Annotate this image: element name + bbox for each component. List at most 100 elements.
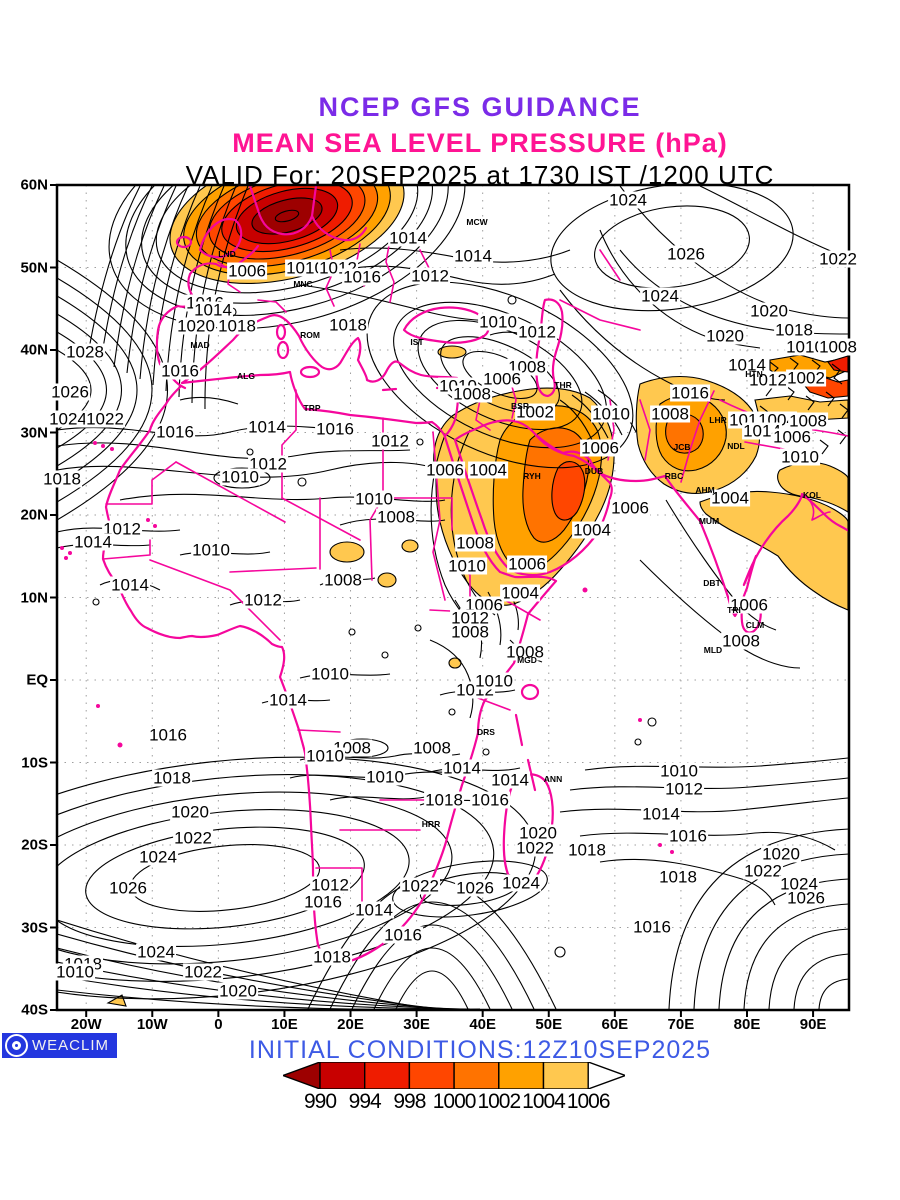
contour-label: 1028 [65,342,105,362]
lon-tick-label: 50E [535,1016,563,1033]
contour-label: 1008 [323,570,363,590]
contour-label: 1026 [50,382,90,402]
contour-label: 1014 [247,417,287,437]
colorbar-tick-label: 1002 [477,1090,521,1113]
contour-label: 1018 [217,316,257,336]
contour-label: 1012 [310,875,350,895]
contour-label: 1026 [108,878,148,898]
contour-label: 1020 [705,326,745,346]
contour-label: 1020 [170,802,210,822]
contour-label: 1012 [664,779,704,799]
city-label: AHM [695,484,715,495]
page-title: NCEP GFS GUIDANCE [318,92,642,122]
lat-tick-label: 10S [21,754,48,771]
contour-label: 1020 [749,301,789,321]
contour-label: 1006 [482,369,522,389]
city-label: ALG [237,370,255,381]
contour-label: 1010 [478,312,518,332]
contour-label: 1006 [464,595,504,615]
lat-tick-label: EQ [26,671,48,689]
city-label: JCB [673,441,691,452]
colorbar-tick-label: 1000 [432,1090,477,1113]
contour-label: 1004 [468,460,508,480]
city-label: DUB [584,465,604,476]
contour-label: 1008 [505,642,545,662]
contour-label: 1014 [490,770,530,790]
city-label: IST [410,336,424,347]
contour-label: 1014 [742,421,782,441]
lon-tick-label: 80E [733,1016,761,1033]
city-label: LND [218,248,236,259]
city-label: ROM [300,329,320,340]
contour-label: 1014 [727,355,767,375]
contour-label: 1012 [450,608,490,628]
contour-label: 1018 [152,768,192,788]
city-label: BSR [511,400,529,411]
contour-label: 1012 [410,266,450,286]
contour-label: 1008 [376,507,416,527]
contour-label: 1012 [243,590,283,610]
city-label: HTN [745,368,763,379]
contour-label: 1016 [668,826,708,846]
contour-label: 1006 [580,438,620,458]
contour-label: 1012 [102,519,142,539]
lat-tick-label: 60N [20,176,48,194]
contour-label: 1014 [354,900,394,920]
lon-tick-label: 10E [271,1016,298,1033]
contour-label: 1004 [710,488,750,508]
contour-label: 1002 [515,402,555,422]
contour-label: 1026 [455,878,495,898]
contour-label: 1010 [447,556,487,576]
lat-tick-label: 30N [20,424,48,441]
contour-label: 1022 [85,409,125,429]
contour-label: 1024 [640,286,680,306]
city-label: MUM [698,515,720,526]
lat-tick-label: 20N [20,506,48,524]
contour-label: 1010 [785,337,825,357]
contour-label: 1014 [641,804,681,824]
colorbar-tick-label: 1004 [522,1090,566,1113]
colorbar-tick-label: 994 [348,1090,382,1113]
contour-label: 1008 [818,337,858,357]
contour-label: 1022 [743,861,783,881]
contour-label: 1010 [191,540,231,560]
contour-label: 1006 [507,554,547,574]
colorbar-tick-label: 998 [393,1090,426,1113]
contour-label: 1016 [632,917,672,937]
contour-label: 1022 [818,249,858,269]
contour-label: 1020 [176,316,216,336]
lat-tick-label: 10N [20,589,48,606]
contour-label: 1006 [772,427,812,447]
contour-label: 1008 [412,738,452,758]
contour-label: 1016 [670,383,710,403]
colorbar-tick-label: 990 [303,1090,337,1113]
colorbar-tick-label: 1006 [566,1090,611,1113]
contour-label: 1010 [220,467,260,487]
contour-label: 1022 [183,962,223,982]
contour-label: 1010 [659,761,699,781]
contour-label: 1016 [315,419,355,439]
pressure-colorbar [280,1060,628,1091]
contour-label: 1014 [442,758,482,778]
city-label: RBC [664,470,684,481]
city-label: ANN [543,773,563,784]
contour-label: 1008 [450,622,490,642]
contour-label: 1014 [73,532,113,552]
contour-label: 1012 [370,431,410,451]
lat-tick-label: 40S [21,1001,48,1019]
contour-label: 1020 [218,981,258,1001]
contour-label: 1024 [138,847,178,867]
lon-tick-label: 90E [799,1016,827,1033]
logo-ring-icon [5,1034,28,1057]
contour-label: 1012 [517,322,557,342]
contour-label: 1016 [148,725,188,745]
lat-tick-label: 20S [21,836,48,854]
lon-tick-label: 60E [601,1016,629,1033]
contour-label: 1010 [305,746,345,766]
city-label: DBT [703,577,721,588]
contour-label: 1020 [518,823,558,843]
contour-label: 1012 [748,370,788,390]
lon-tick-label: 30E [403,1016,430,1033]
contour-label: 1008 [721,631,761,651]
